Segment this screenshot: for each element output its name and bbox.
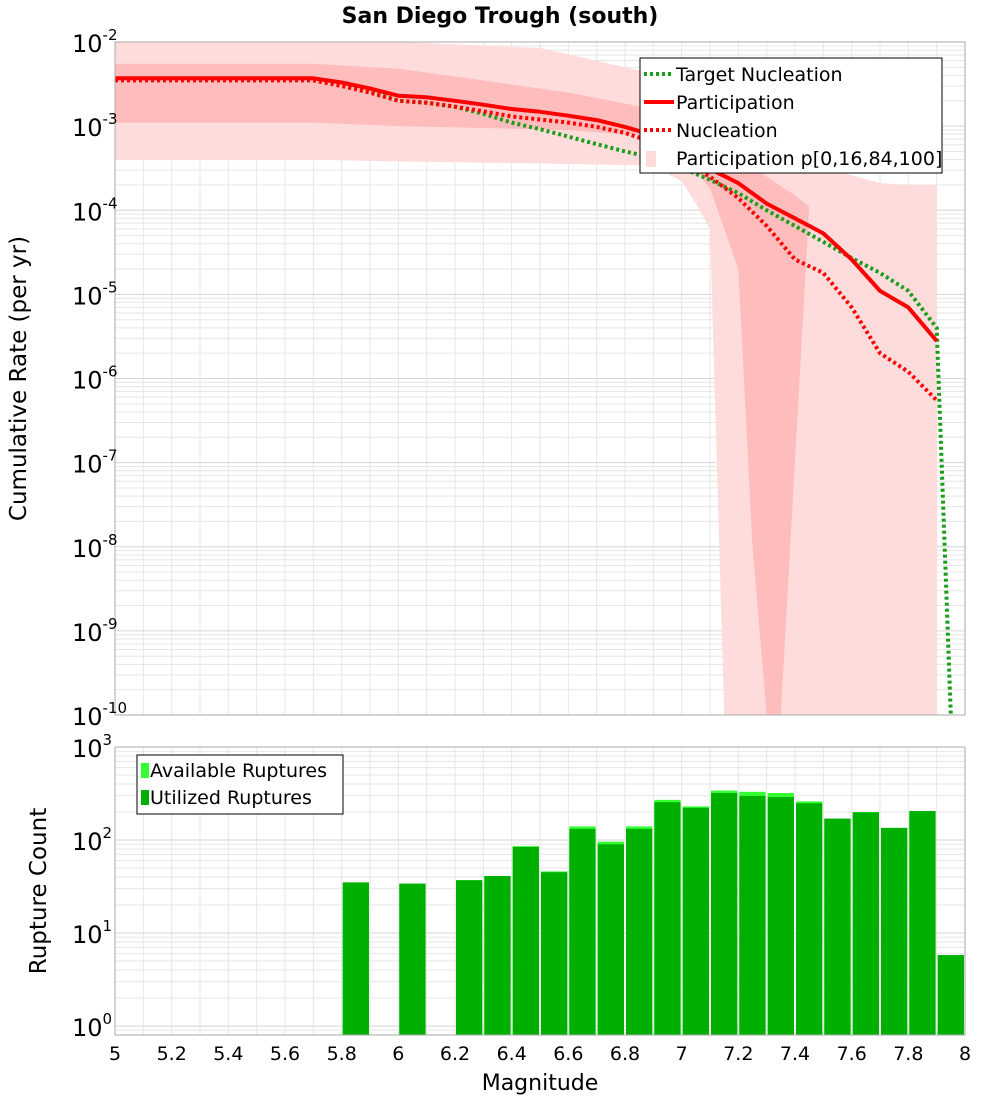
top-y-tick-label: 10-2 xyxy=(72,26,118,58)
x-tick-label: 6.8 xyxy=(610,1043,640,1065)
x-tick-label: 6.2 xyxy=(440,1043,470,1065)
top-y-tick-label: 10-9 xyxy=(72,615,118,647)
legend-label: Available Ruptures xyxy=(150,760,327,782)
bottom-y-tick-label: 101 xyxy=(72,917,112,949)
x-tick-label: 6 xyxy=(392,1043,404,1065)
x-axis-label: Magnitude xyxy=(482,1071,599,1096)
legend-swatch xyxy=(141,763,149,778)
chart-title: San Diego Trough (south) xyxy=(342,4,659,29)
bar-utilized-ruptures xyxy=(484,876,511,1035)
top-y-tick-label: 10-6 xyxy=(72,363,118,395)
series-line-nucleation xyxy=(115,78,939,402)
bar-utilized-ruptures xyxy=(796,803,823,1035)
bar-utilized-ruptures xyxy=(824,818,851,1035)
top-y-tick-label: 10-5 xyxy=(72,278,118,310)
x-tick-label: 5 xyxy=(109,1043,121,1065)
bottom-legend-box xyxy=(136,754,344,815)
series-line-participation xyxy=(115,76,939,343)
bar-utilized-ruptures xyxy=(739,795,766,1035)
bar-utilized-ruptures xyxy=(937,955,964,1035)
bottom-plot-frame xyxy=(114,746,966,1036)
x-tick-label: 5.2 xyxy=(157,1043,187,1065)
bar-utilized-ruptures xyxy=(597,844,624,1035)
legend-swatch xyxy=(646,151,656,167)
bottom-plot-grid xyxy=(114,747,966,1036)
bottom-y-tick-label: 100 xyxy=(72,1010,112,1042)
top-y-axis-label: Cumulative Rate (per yr) xyxy=(6,236,32,521)
bar-utilized-ruptures xyxy=(626,828,653,1035)
bar-utilized-ruptures xyxy=(909,811,936,1035)
top-y-tick-label: 10-3 xyxy=(72,110,118,142)
top-y-tick-label: 10-8 xyxy=(72,531,118,563)
x-tick-label: 7.8 xyxy=(893,1043,923,1065)
x-tick-label: 7.6 xyxy=(837,1043,867,1065)
x-tick-label: 7.4 xyxy=(780,1043,810,1065)
top-legend-box xyxy=(639,57,943,174)
legend-label: Participation xyxy=(676,92,795,114)
top-y-tick-label: 10-4 xyxy=(72,194,118,226)
x-tick-label: 5.4 xyxy=(213,1043,243,1065)
top-plot-frame xyxy=(114,41,966,716)
bar-utilized-ruptures xyxy=(512,847,539,1035)
bar-utilized-ruptures xyxy=(682,807,709,1035)
bar-utilized-ruptures xyxy=(654,802,681,1035)
bar-utilized-ruptures xyxy=(881,827,908,1035)
top-y-tick-label: 10-10 xyxy=(72,699,127,731)
bottom-y-tick-label: 103 xyxy=(72,731,112,763)
x-tick-label: 7 xyxy=(676,1043,688,1065)
x-tick-label: 5.8 xyxy=(327,1043,357,1065)
bar-utilized-ruptures xyxy=(711,793,738,1035)
bar-utilized-ruptures xyxy=(399,883,426,1035)
x-tick-label: 7.2 xyxy=(723,1043,753,1065)
x-tick-label: 6.6 xyxy=(553,1043,583,1065)
x-tick-label: 6.4 xyxy=(497,1043,527,1065)
bar-utilized-ruptures xyxy=(767,797,794,1035)
x-tick-label: 8 xyxy=(959,1043,971,1065)
bar-utilized-ruptures xyxy=(541,872,568,1035)
bar-utilized-ruptures xyxy=(342,882,369,1035)
bottom-y-axis-label: Rupture Count xyxy=(26,808,52,974)
legend-label: Nucleation xyxy=(676,120,778,142)
legend-label: Target Nucleation xyxy=(675,64,843,86)
legend-label: Utilized Ruptures xyxy=(150,787,312,809)
bar-utilized-ruptures xyxy=(852,812,879,1035)
legend-swatch xyxy=(141,790,149,805)
bottom-y-tick-label: 102 xyxy=(72,824,112,856)
x-tick-label: 5.6 xyxy=(270,1043,300,1065)
bar-utilized-ruptures xyxy=(456,880,483,1035)
bar-utilized-ruptures xyxy=(569,828,596,1035)
legend-label: Participation p[0,16,84,100] xyxy=(676,148,942,170)
top-y-tick-label: 10-7 xyxy=(72,447,118,479)
